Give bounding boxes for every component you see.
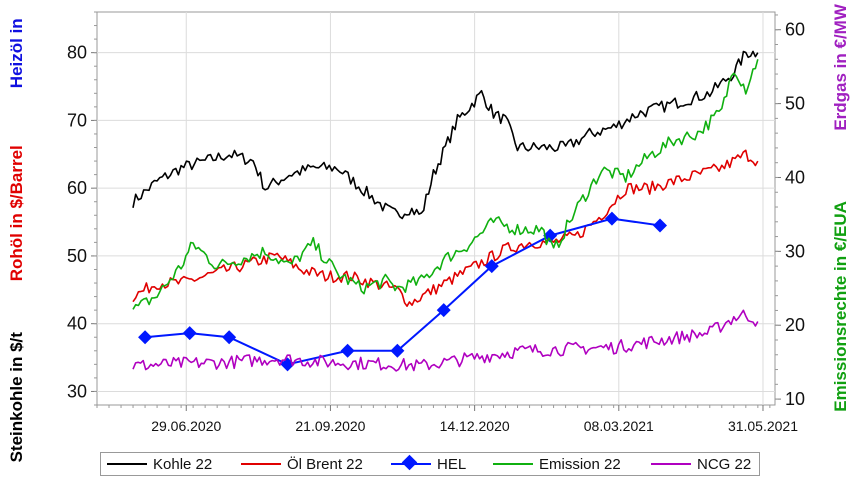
legend-swatch-emission [493, 456, 533, 472]
left-tick-label: 70 [67, 110, 87, 130]
legend-item-emission: Emission 22 [493, 453, 621, 475]
series-kohle-22 [132, 50, 759, 220]
data-point [604, 211, 619, 226]
data-point [652, 218, 667, 233]
legend-item-brent: Öl Brent 22 [241, 453, 363, 475]
legend-label-ncg: NCG 22 [697, 455, 752, 473]
legend-swatch-ncg [651, 456, 691, 472]
left-tick-label: 60 [67, 178, 87, 198]
legend-item-hel: HEL [391, 453, 466, 475]
data-point [340, 343, 355, 358]
data-point [182, 326, 197, 341]
right-tick-label: 20 [785, 315, 805, 335]
left-axis-title: Rohöl in $/Barrel [7, 145, 26, 281]
series-line [132, 59, 759, 310]
legend-swatch-brent [241, 456, 281, 472]
data-point [543, 228, 558, 243]
right-tick-label: 10 [785, 389, 805, 409]
data-point [390, 343, 405, 358]
plot-area [96, 11, 776, 406]
x-tick-label: 31.05.2021 [728, 418, 798, 434]
right-tick-label: 30 [785, 241, 805, 261]
legend-label-hel: HEL [437, 455, 467, 473]
series--l-brent-22 [132, 149, 759, 308]
series-ncg-22 [132, 309, 759, 372]
legend-item-ncg: NCG 22 [651, 453, 751, 475]
left-tick-label: 50 [67, 246, 87, 266]
right-axis-title: Emissionsrechte in €/EUA [831, 201, 850, 412]
x-tick-label: 14.12.2020 [440, 418, 510, 434]
series-emission-22 [132, 59, 759, 310]
legend-label-emission: Emission 22 [539, 455, 621, 473]
legend-item-kohle: Kohle 22 [107, 453, 212, 475]
series-line [132, 309, 759, 372]
series-line [132, 50, 759, 220]
right-tick-label: 50 [785, 94, 805, 114]
legend-label-kohle: Kohle 22 [153, 455, 213, 473]
legend-swatch-kohle [107, 456, 147, 472]
data-point [484, 259, 499, 274]
series-line [132, 149, 759, 308]
series-hel [138, 211, 667, 372]
data-point [138, 330, 153, 345]
x-tick-label: 29.06.2020 [151, 418, 221, 434]
left-tick-label: 30 [67, 381, 87, 401]
legend-label-brent: Öl Brent 22 [287, 455, 363, 473]
data-point [436, 303, 451, 318]
left-tick-label: 80 [67, 43, 87, 63]
left-axis-title: Steinkohle in $/t [7, 332, 26, 463]
right-tick-label: 60 [785, 20, 805, 40]
left-axis-title: Heizöl in [7, 18, 26, 88]
chart-legend: Kohle 22 Öl Brent 22 HEL Emission 22 NCG… [100, 452, 760, 476]
data-point [222, 330, 237, 345]
right-tick-label: 40 [785, 167, 805, 187]
x-tick-label: 08.03.2021 [584, 418, 654, 434]
legend-swatch-hel [391, 454, 431, 472]
left-tick-label: 40 [67, 314, 87, 334]
right-axis-title: Erdgas in €/MW [831, 3, 850, 131]
x-tick-label: 21.09.2020 [295, 418, 365, 434]
